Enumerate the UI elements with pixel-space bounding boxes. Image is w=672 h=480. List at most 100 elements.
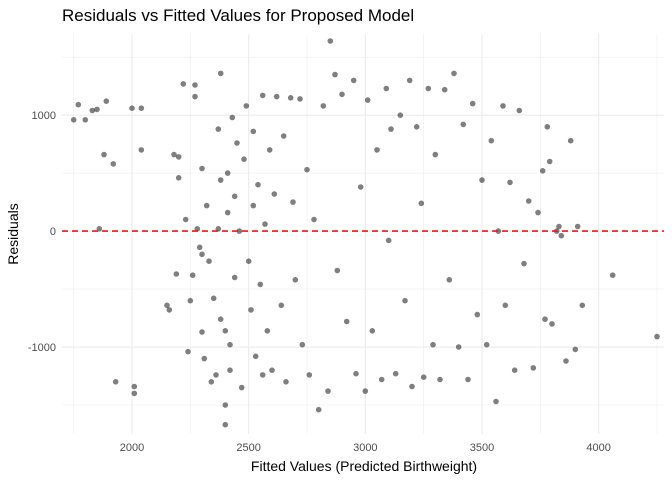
data-point — [609, 272, 616, 279]
data-point — [437, 376, 443, 383]
data-point — [192, 93, 198, 100]
data-point — [94, 106, 100, 113]
x-axis-title: Fitted Values (Predicted Birthweight) — [251, 458, 477, 474]
data-point — [224, 209, 231, 216]
data-point — [241, 156, 247, 162]
data-point — [217, 316, 224, 323]
data-point — [259, 92, 266, 99]
data-point — [250, 202, 257, 209]
data-point — [199, 251, 205, 258]
data-point — [180, 81, 187, 87]
data-point — [297, 96, 303, 102]
x-tick-label: 3500 — [470, 442, 494, 454]
data-point — [271, 191, 278, 197]
data-point — [292, 277, 299, 283]
data-point — [243, 103, 250, 109]
x-tick-label: 3000 — [353, 442, 377, 454]
data-point — [469, 100, 476, 107]
data-point — [334, 267, 341, 274]
data-point — [507, 179, 513, 186]
data-point — [217, 177, 224, 183]
data-point — [175, 175, 182, 181]
data-point — [283, 379, 289, 385]
data-point — [558, 232, 565, 239]
data-point — [101, 151, 107, 158]
data-point — [441, 86, 448, 93]
data-point — [315, 406, 322, 413]
data-point — [70, 117, 77, 123]
data-point — [455, 344, 462, 350]
data-point — [194, 226, 201, 232]
data-point — [227, 367, 233, 374]
data-point — [402, 297, 408, 304]
data-point — [530, 365, 537, 371]
data-point — [542, 316, 548, 323]
data-point — [199, 329, 205, 335]
data-point — [222, 402, 229, 408]
data-point — [138, 105, 145, 111]
data-point — [385, 237, 392, 244]
data-point — [357, 184, 364, 190]
y-tick-label: -1000 — [28, 342, 56, 354]
y-tick-label: 1000 — [32, 110, 56, 122]
x-axis-tick-labels: 2000 2500 3000 3500 4000 — [120, 442, 611, 454]
data-point — [255, 181, 261, 188]
data-point — [311, 216, 317, 223]
data-point — [203, 202, 210, 209]
data-point — [238, 384, 245, 391]
data-point — [215, 126, 222, 132]
data-point — [446, 277, 453, 283]
data-point — [306, 372, 313, 378]
data-point — [138, 147, 145, 153]
data-point — [304, 166, 310, 173]
data-point — [234, 140, 240, 146]
data-point — [654, 333, 660, 340]
data-point — [201, 355, 208, 362]
grid-lines — [62, 34, 664, 434]
data-point — [222, 328, 229, 334]
x-tick-label: 2000 — [120, 442, 144, 454]
data-point — [257, 281, 264, 288]
data-point — [488, 137, 495, 144]
data-point — [171, 151, 177, 158]
data-point — [374, 147, 380, 153]
data-point — [388, 126, 394, 132]
data-point — [229, 114, 236, 121]
data-point — [327, 38, 334, 44]
data-point — [280, 133, 287, 139]
data-point — [75, 101, 82, 108]
data-point — [287, 95, 294, 101]
data-point — [432, 151, 439, 158]
data-point — [222, 421, 229, 428]
y-axis-title: Residuals — [5, 203, 21, 264]
data-point — [131, 383, 138, 390]
y-axis-tick-labels: -1000 0 1000 — [28, 110, 56, 354]
data-point — [269, 367, 275, 374]
data-point — [451, 70, 457, 77]
data-point — [339, 91, 345, 98]
data-point — [278, 302, 285, 309]
data-point — [479, 177, 485, 183]
x-tick-label: 2500 — [236, 442, 260, 454]
data-point — [182, 216, 189, 223]
data-point — [227, 341, 233, 348]
data-point — [579, 302, 586, 309]
data-point — [231, 193, 238, 200]
data-point — [413, 124, 420, 130]
data-point — [290, 199, 296, 205]
data-point — [175, 154, 182, 160]
data-point — [332, 71, 338, 78]
data-point — [129, 105, 135, 111]
data-point — [495, 228, 502, 234]
data-point — [250, 128, 257, 135]
data-point — [82, 117, 89, 123]
data-point — [418, 200, 425, 207]
data-point — [89, 107, 96, 114]
data-points — [70, 38, 660, 428]
y-tick-label: 0 — [50, 226, 56, 238]
data-point — [299, 341, 306, 348]
data-point — [572, 346, 579, 353]
data-point — [110, 161, 117, 167]
data-point — [406, 77, 413, 84]
